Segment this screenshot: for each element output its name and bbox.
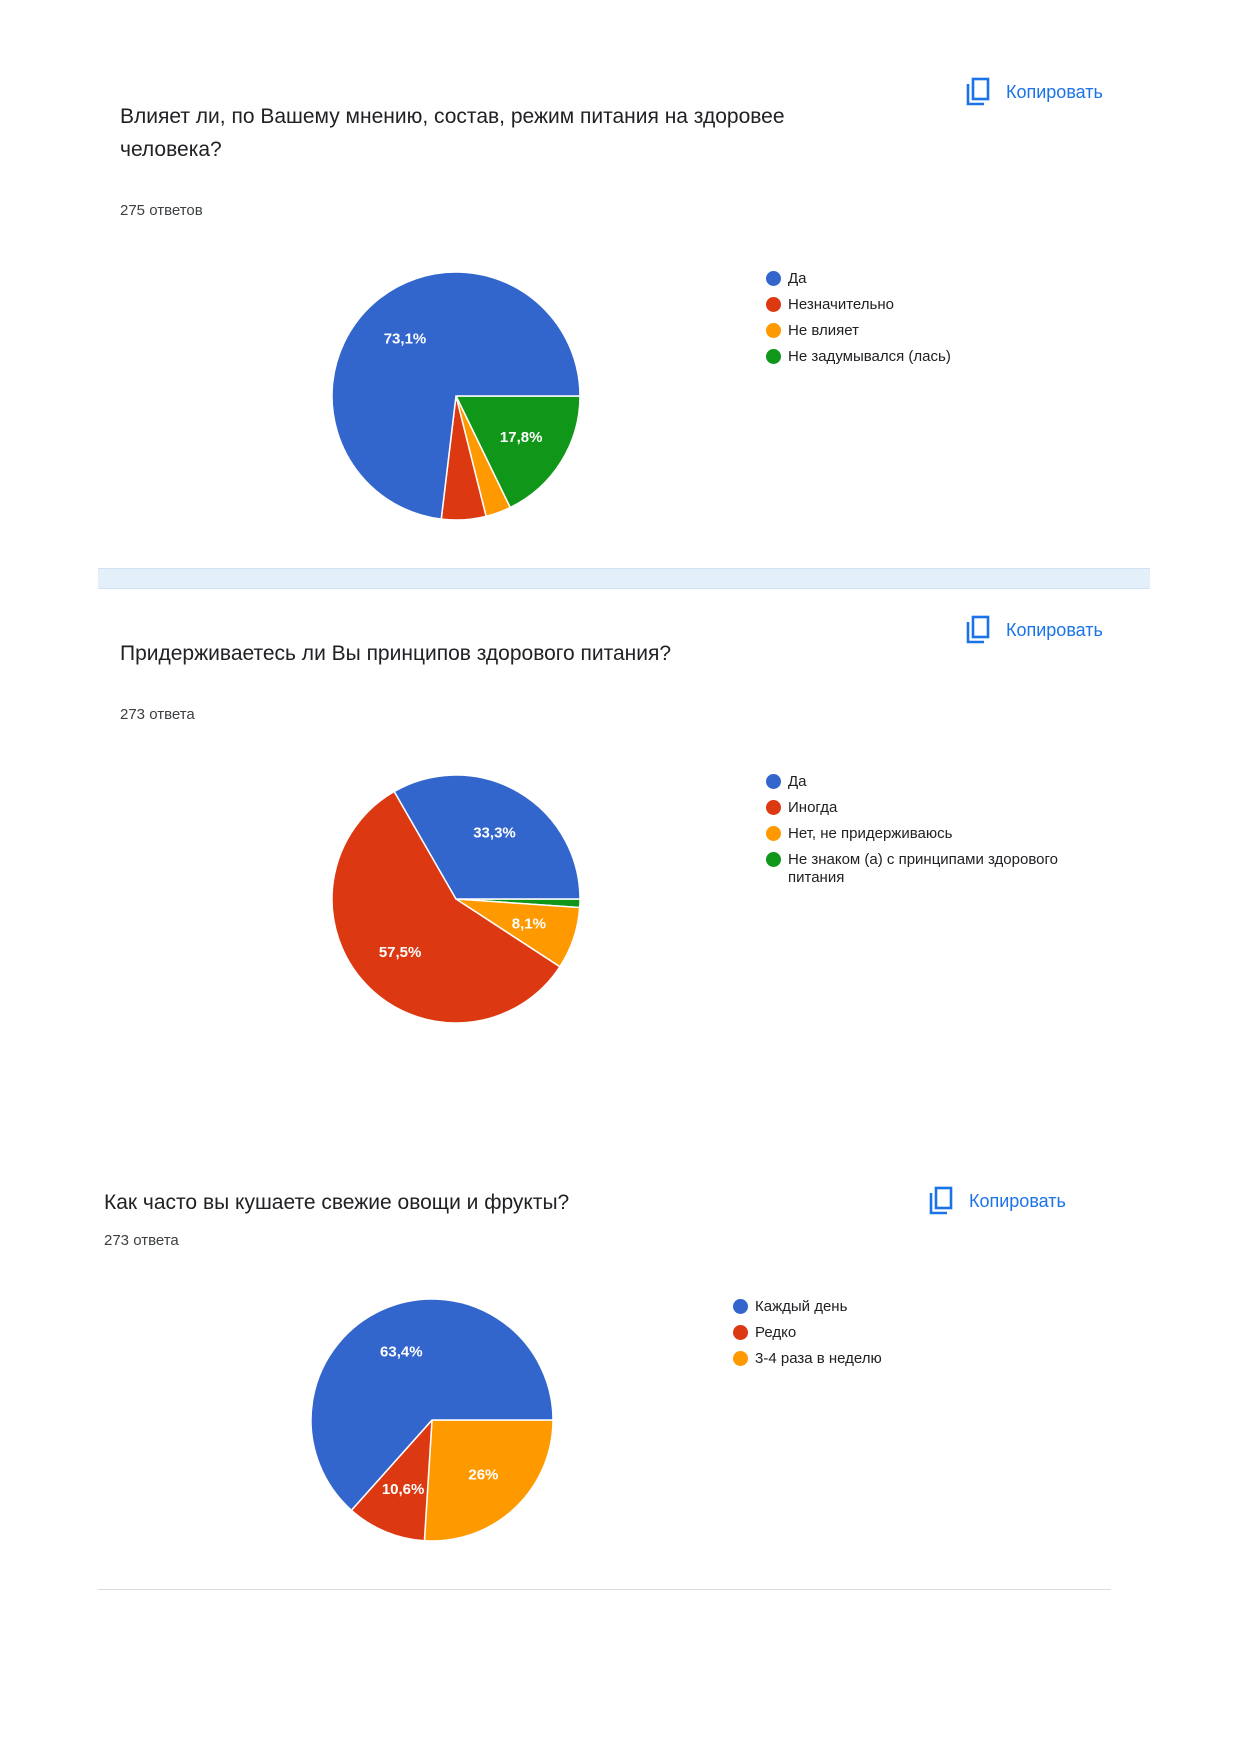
pie-chart-1: 17,8% 73,1% xyxy=(331,271,581,521)
legend-label: Иногда xyxy=(788,799,838,816)
chart-legend-2: Да Иногда Нет, не придерживаюсь Не знаком (… xyxy=(766,773,1106,895)
chart-legend-1: Да Незначительно Не влияет Не задумывался (… xyxy=(766,270,1096,374)
legend-item[interactable]: 3-4 раза в неделю xyxy=(733,1350,1033,1368)
response-count: 273 ответа xyxy=(120,706,195,723)
legend-item[interactable]: Не задумывался (лась) xyxy=(766,348,1096,366)
copy-icon xyxy=(966,77,990,106)
pie-chart-3: 26% 10,6% 63,4% xyxy=(310,1298,554,1542)
response-count: 275 ответов xyxy=(120,202,203,219)
legend-label: Незначительно xyxy=(788,296,894,313)
legend-swatch xyxy=(766,774,781,789)
chart-legend-3: Каждый день Редко 3-4 раза в неделю xyxy=(733,1298,1033,1376)
question-title: Придерживаетесь ли Вы принципов здоровог… xyxy=(120,642,672,665)
copy-button[interactable]: Копировать xyxy=(964,77,1103,107)
legend-swatch xyxy=(766,826,781,841)
response-count: 273 ответа xyxy=(104,1232,179,1249)
legend-label: Да xyxy=(788,270,807,287)
legend-swatch xyxy=(766,271,781,286)
slice-label-3: 26% xyxy=(468,1467,498,1484)
legend-item[interactable]: Незначительно xyxy=(766,296,1096,314)
legend-label: Каждый день xyxy=(755,1298,848,1315)
copy-icon xyxy=(929,1186,953,1215)
pie-slice-3[interactable] xyxy=(423,1419,554,1542)
legend-swatch xyxy=(766,323,781,338)
copy-button[interactable]: Копировать xyxy=(964,615,1103,645)
legend-label: Не задумывался (лась) xyxy=(788,348,951,365)
legend-label: Редко xyxy=(755,1324,797,1341)
slice-label-3: 8,1% xyxy=(512,915,546,932)
pie-chart-2: 8,1% 57,5% 33,3% xyxy=(331,774,581,1024)
legend-label: Нет, не придерживаюсь xyxy=(788,825,953,842)
copy-button-label: Копировать xyxy=(1006,619,1103,640)
legend-item[interactable]: Иногда xyxy=(766,799,1106,817)
legend-item[interactable]: Не знаком (а) с принципами здорового пит… xyxy=(766,851,1106,887)
pie-slice-1[interactable] xyxy=(331,271,581,520)
legend-label: 3-4 раза в неделю xyxy=(755,1350,882,1367)
section-divider xyxy=(98,568,1150,589)
legend-label: Не влияет xyxy=(788,322,859,339)
pie-slice-1[interactable] xyxy=(310,1298,554,1512)
slice-label-2: 10,6% xyxy=(382,1481,425,1498)
legend-swatch xyxy=(766,349,781,364)
copy-icon xyxy=(966,615,990,644)
legend-item[interactable]: Каждый день xyxy=(733,1298,1033,1316)
pie-slice-2[interactable] xyxy=(350,1417,433,1542)
bottom-divider xyxy=(98,1589,1111,1590)
legend-swatch xyxy=(766,852,781,867)
legend-swatch xyxy=(766,297,781,312)
pie-slice-2[interactable] xyxy=(331,790,561,1024)
slice-label-1: 33,3% xyxy=(473,825,516,842)
pie-slice-1[interactable] xyxy=(393,774,581,900)
legend-item[interactable]: Да xyxy=(766,773,1106,791)
slice-label-1: 63,4% xyxy=(380,1344,423,1361)
legend-item[interactable]: Нет, не придерживаюсь xyxy=(766,825,1106,843)
legend-label: Не знаком (а) с принципами здорового пит… xyxy=(788,851,1058,886)
copy-button-label: Копировать xyxy=(1006,81,1103,102)
legend-item[interactable]: Редко xyxy=(733,1324,1033,1342)
copy-button-label: Копировать xyxy=(969,1190,1066,1211)
question-title: Влияет ли, по Вашему мнению, состав, реж… xyxy=(120,105,785,161)
legend-item[interactable]: Да xyxy=(766,270,1096,288)
legend-swatch xyxy=(766,800,781,815)
legend-item[interactable]: Не влияет xyxy=(766,322,1096,340)
slice-label-1: 73,1% xyxy=(384,331,427,348)
pie-slice-4[interactable] xyxy=(454,395,581,509)
slice-label-2: 57,5% xyxy=(379,944,422,961)
question-title: Как часто вы кушаете свежие овощи и фрук… xyxy=(104,1191,570,1214)
legend-swatch xyxy=(733,1351,748,1366)
slice-label-4: 17,8% xyxy=(500,429,543,446)
copy-button[interactable]: Копировать xyxy=(927,1186,1066,1216)
legend-swatch xyxy=(733,1299,748,1314)
legend-label: Да xyxy=(788,773,807,790)
legend-swatch xyxy=(733,1325,748,1340)
